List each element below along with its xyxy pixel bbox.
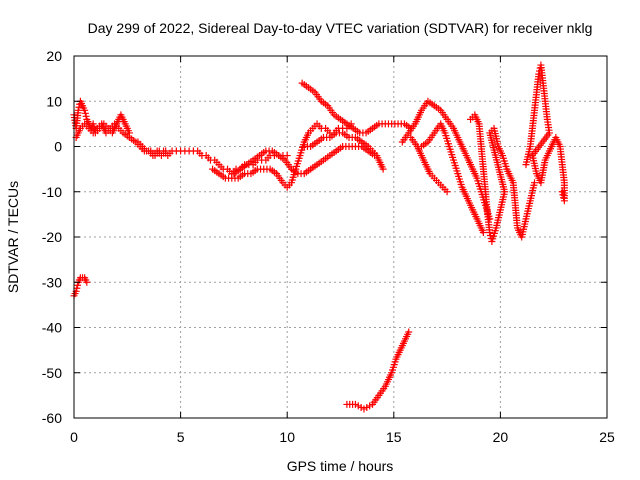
y-tick-label: -40 bbox=[42, 320, 62, 336]
data-point bbox=[75, 103, 83, 111]
series-sat-13 bbox=[522, 61, 568, 205]
x-axis-label: GPS time / hours bbox=[287, 458, 394, 474]
data-point bbox=[74, 106, 82, 114]
x-tick-label: 20 bbox=[493, 429, 509, 445]
data-point bbox=[379, 165, 387, 173]
data-point bbox=[81, 109, 89, 117]
data-point bbox=[82, 112, 90, 120]
y-tick-label: -30 bbox=[42, 274, 62, 290]
x-tick-label: 0 bbox=[70, 429, 78, 445]
data-markers bbox=[70, 61, 568, 413]
data-point bbox=[558, 188, 566, 196]
data-point bbox=[90, 123, 98, 131]
series-sat-14 bbox=[70, 274, 91, 300]
series-sat-11 bbox=[407, 133, 451, 196]
data-point bbox=[405, 328, 413, 336]
x-tick-label: 25 bbox=[599, 429, 615, 445]
data-point bbox=[479, 228, 487, 236]
data-point bbox=[81, 106, 89, 114]
data-point bbox=[560, 197, 568, 205]
data-point bbox=[535, 70, 543, 78]
x-tick-label: 10 bbox=[279, 429, 295, 445]
data-point bbox=[74, 281, 82, 289]
y-tick-label: -20 bbox=[42, 229, 62, 245]
data-point bbox=[559, 191, 567, 199]
data-point bbox=[83, 278, 91, 286]
grid-lines bbox=[74, 56, 607, 418]
data-point bbox=[560, 194, 568, 202]
series-sat-10 bbox=[418, 120, 487, 236]
y-tick-label: 0 bbox=[54, 139, 62, 155]
x-tick-label: 5 bbox=[177, 429, 185, 445]
series-sat-12 bbox=[467, 111, 539, 246]
y-tick-label: -10 bbox=[42, 184, 62, 200]
chart-title: Day 299 of 2022, Sidereal Day-to-day VTE… bbox=[88, 20, 593, 36]
data-point bbox=[443, 188, 451, 196]
series-sat-06 bbox=[300, 129, 387, 173]
y-axis-label: SDTVAR / TECUs bbox=[5, 181, 21, 293]
data-point bbox=[531, 179, 539, 187]
data-point bbox=[486, 228, 494, 236]
axis-ticks: 0 5 10 15 20 25 20 10 0 -10 -20 -30 -40 -50 -60 bbox=[42, 48, 615, 445]
series-sat-07 bbox=[298, 79, 415, 137]
data-point bbox=[283, 152, 291, 160]
y-tick-label: -50 bbox=[42, 365, 62, 381]
x-tick-label: 15 bbox=[386, 429, 402, 445]
data-point bbox=[73, 284, 81, 292]
series-sat-09 bbox=[398, 97, 494, 223]
y-tick-label: 20 bbox=[46, 48, 62, 64]
y-tick-label: 10 bbox=[46, 93, 62, 109]
y-tick-label: -60 bbox=[42, 410, 62, 426]
data-point bbox=[89, 120, 97, 128]
series-sat-08 bbox=[343, 328, 413, 413]
